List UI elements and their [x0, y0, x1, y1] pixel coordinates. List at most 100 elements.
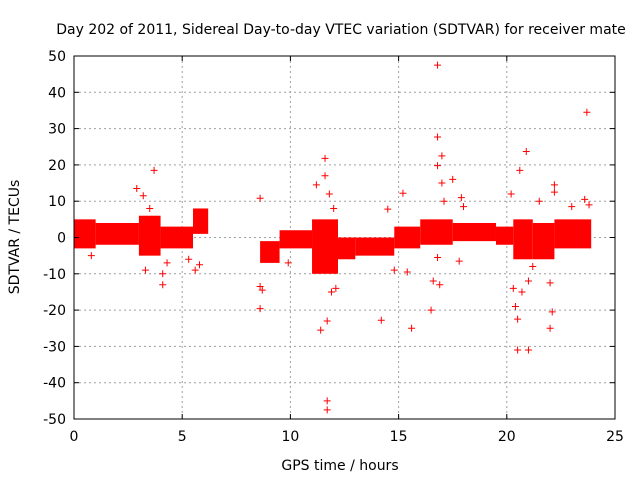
x-tick-label: 10 [281, 429, 299, 445]
data-band [452, 222, 496, 242]
y-axis-title: SDTVAR / TECUs [7, 180, 23, 295]
data-band [260, 241, 280, 263]
data-band [554, 219, 592, 249]
data-point [191, 266, 199, 274]
y-tick-label: -10 [43, 267, 66, 283]
data-point [449, 175, 457, 183]
y-tick-label: 50 [48, 49, 66, 65]
data-point [514, 346, 522, 354]
data-point [546, 324, 554, 332]
data-point [440, 197, 448, 205]
data-band [355, 237, 395, 256]
data-point [323, 317, 331, 325]
data-band [95, 222, 139, 245]
data-point [258, 286, 266, 294]
data-band [394, 226, 421, 249]
y-tick-label: 0 [57, 231, 66, 247]
chart-title: Day 202 of 2011, Sidereal Day-to-day VTE… [56, 22, 626, 38]
data-point [583, 108, 591, 116]
x-tick-label: 20 [498, 429, 516, 445]
data-band [532, 222, 555, 260]
data-point [185, 255, 193, 263]
data-point [438, 179, 446, 187]
data-point [522, 147, 530, 155]
data-point [548, 308, 556, 316]
data-point [550, 188, 558, 196]
data-point [139, 192, 147, 200]
y-tick-label: 20 [48, 158, 66, 174]
data-band [420, 219, 453, 245]
data-point [585, 201, 593, 209]
data-point [511, 302, 519, 310]
data-point [434, 253, 442, 261]
data-point [317, 326, 325, 334]
data-point [518, 288, 526, 296]
data-point [323, 406, 331, 414]
data-point [434, 162, 442, 170]
data-point [436, 281, 444, 289]
data-point [514, 315, 522, 323]
data-point [159, 281, 167, 289]
data-point [455, 257, 463, 265]
x-tick-label: 15 [390, 429, 408, 445]
data-point [321, 154, 329, 162]
data-point [581, 195, 589, 203]
data-band [160, 226, 194, 249]
data-point [323, 397, 331, 405]
data-band [338, 237, 356, 260]
data-point [429, 277, 437, 285]
y-tick-label: -30 [43, 339, 66, 355]
data-point [163, 259, 171, 267]
data-point [256, 194, 264, 202]
data-point [150, 166, 158, 174]
data-point [516, 166, 524, 174]
data-point [550, 181, 558, 189]
data-band [138, 215, 161, 256]
data-point [332, 284, 340, 292]
y-tick-label: 40 [48, 85, 66, 101]
y-tick-label: 30 [48, 122, 66, 138]
data-point [377, 316, 385, 324]
y-tick-label: -20 [43, 303, 66, 319]
data-point [535, 197, 543, 205]
data-point [384, 205, 392, 213]
data-point [256, 305, 264, 313]
data-point [159, 270, 167, 278]
ticks: 0 5 10 15 20 25 -50 -40 -30 -20 -10 0 10 20 30 40 50 [43, 49, 624, 445]
data-point [196, 261, 204, 269]
x-tick-label: 0 [70, 429, 79, 445]
data-band [193, 208, 209, 234]
data-point [403, 268, 411, 276]
data-point [434, 61, 442, 69]
y-tick-label: -40 [43, 376, 66, 392]
y-tick-label: -50 [43, 412, 66, 428]
data-point [427, 306, 435, 314]
y-tick-label: 10 [48, 194, 66, 210]
data-point [328, 288, 336, 296]
data-point [408, 324, 416, 332]
data-point [507, 190, 515, 198]
data-point [146, 204, 154, 212]
data-point [87, 252, 95, 260]
data-point [390, 266, 398, 274]
data-point [524, 346, 532, 354]
data-point [546, 279, 554, 287]
data-point [256, 283, 264, 291]
data-band [312, 219, 339, 274]
x-tick-label: 5 [178, 429, 187, 445]
data-point [325, 190, 333, 198]
x-axis-title: GPS time / hours [281, 458, 398, 474]
data-point [529, 263, 537, 271]
data-band [513, 219, 533, 260]
data-point [524, 277, 532, 285]
data-point [399, 189, 407, 197]
data-point [330, 204, 338, 212]
data-point [434, 133, 442, 141]
data-point [284, 259, 292, 267]
x-tick-label: 25 [606, 429, 624, 445]
data-layer [74, 61, 593, 414]
data-point [457, 194, 465, 202]
data-point [133, 184, 141, 192]
data-band [74, 219, 96, 249]
